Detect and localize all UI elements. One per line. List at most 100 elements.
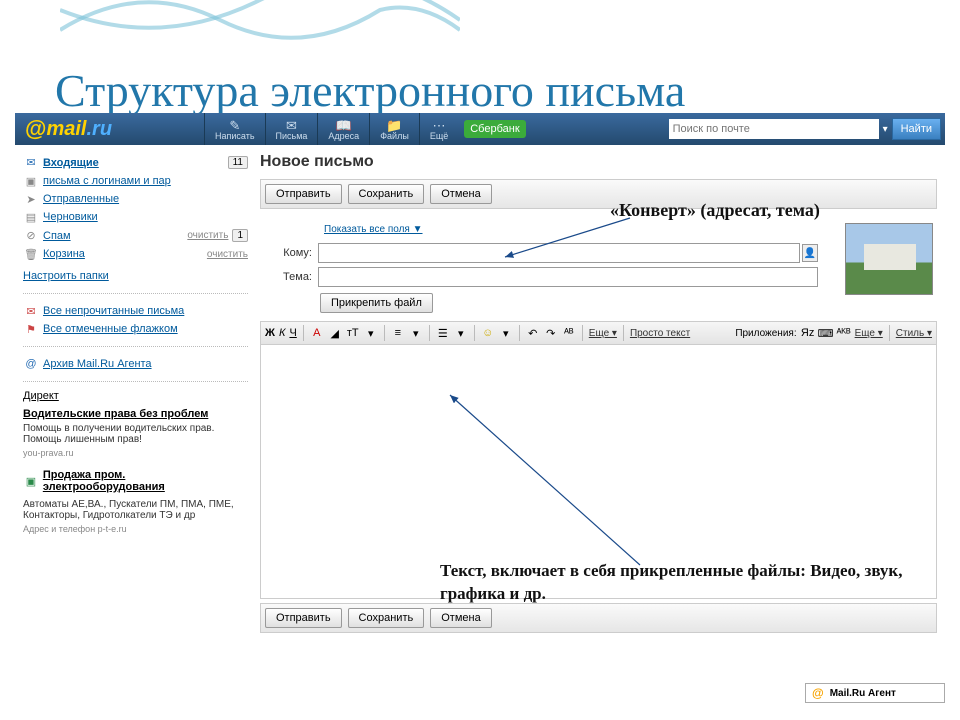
agent-bar[interactable]: @ Mail.Ru Агент <box>805 683 945 703</box>
fontsize-icon[interactable]: тT <box>346 326 360 340</box>
sberbank-badge[interactable]: Сбербанк <box>464 120 525 138</box>
folder-icon: ▣ <box>23 175 39 187</box>
ad2-url: Адрес и телефон p-t-e.ru <box>23 524 248 534</box>
toolbar-more[interactable]: Еще ▾ <box>589 328 617 339</box>
logo-at-icon: @ <box>25 116 46 142</box>
unread-link[interactable]: Все непрочитанные письма <box>43 305 184 317</box>
write-button[interactable]: ✎Написать <box>204 113 265 145</box>
list-icon[interactable]: ☰ <box>436 326 450 340</box>
spellcheck-icon[interactable]: ᴬᴮ <box>562 326 576 340</box>
dots-icon: ⋯ <box>433 118 446 131</box>
logo-text-ru: ru <box>92 118 112 141</box>
ad1-text: Помощь в получении водительских прав. По… <box>23 423 248 445</box>
trash-clear[interactable]: очистить <box>207 249 248 260</box>
logo-text-mail: mail <box>46 118 86 141</box>
spam-link[interactable]: Спам <box>43 230 71 242</box>
folder-icon: 📁 <box>386 118 402 131</box>
chevron-down-icon[interactable]: ▾ <box>409 326 423 340</box>
subject-label: Тема: <box>264 271 312 283</box>
more-button[interactable]: ⋯Ещё <box>419 113 458 145</box>
pencil-icon: ✎ <box>229 118 240 131</box>
mail-label: Письма <box>276 131 308 141</box>
slide-title: Структура электронного письма <box>55 64 685 117</box>
style-menu[interactable]: Стиль ▾ <box>896 328 932 339</box>
configure-link[interactable]: Настроить папки <box>23 270 109 282</box>
action-row-bottom: Отправить Сохранить Отмена <box>260 603 937 633</box>
save-button-bottom[interactable]: Сохранить <box>348 608 425 628</box>
search-input[interactable] <box>669 119 879 139</box>
translit-icon[interactable]: ᴬᴷᴮ <box>837 326 851 340</box>
logins-link[interactable]: письма с логинами и пар <box>43 175 171 187</box>
action-row-top: Отправить Сохранить Отмена <box>260 179 937 209</box>
cancel-button[interactable]: Отмена <box>430 184 491 204</box>
subject-input[interactable] <box>318 267 818 287</box>
keyboard-icon[interactable]: ⌨ <box>819 326 833 340</box>
trash-link[interactable]: Корзина <box>43 248 85 260</box>
ad1-url: you-prava.ru <box>23 448 248 458</box>
annotation-body: Текст, включает в себя прикрепленные фай… <box>440 560 960 606</box>
drafts-link[interactable]: Черновики <box>43 211 98 223</box>
show-all-link[interactable]: Показать все поля ▼ <box>324 224 423 235</box>
mail-button[interactable]: ✉Письма <box>265 113 318 145</box>
plaintext-link[interactable]: Просто текст <box>630 328 690 339</box>
at-icon: @ <box>23 358 39 370</box>
sent-link[interactable]: Отправленные <box>43 193 119 205</box>
editor-toolbar: Ж К Ч A ◢ тT ▾ ≡ ▾ ☰ ▾ ☺ ▾ ↶ ↷ ᴬᴮ <box>260 321 937 345</box>
trash-icon: 🗑 <box>23 248 39 260</box>
attach-button[interactable]: Прикрепить файл <box>320 293 433 313</box>
spam-clear[interactable]: очистить <box>187 230 228 241</box>
cart-icon: ▣ <box>23 475 39 487</box>
inbox-count: 11 <box>228 156 248 169</box>
redo-icon[interactable]: ↷ <box>544 326 558 340</box>
sent-icon: ➤ <box>23 193 39 205</box>
ad1-title[interactable]: Водительские права без проблем <box>23 408 248 420</box>
smile-icon[interactable]: ☺ <box>481 326 495 340</box>
ad2-title[interactable]: Продажа пром. электрооборудования <box>43 469 248 493</box>
inbox-link[interactable]: Входящие <box>43 157 99 169</box>
toolbar-more2[interactable]: Еще ▾ <box>855 328 883 339</box>
chevron-down-icon[interactable]: ▾ <box>454 326 468 340</box>
bold-button[interactable]: Ж <box>265 327 275 339</box>
contacts-icon[interactable]: 👤 <box>802 244 818 262</box>
spam-icon: ⊘ <box>23 230 39 242</box>
logo[interactable]: @ mail . ru <box>19 116 204 142</box>
write-label: Написать <box>215 131 255 141</box>
flagged-link[interactable]: Все отмеченные флажком <box>43 323 178 335</box>
thumbnail-image <box>845 223 933 295</box>
send-button-bottom[interactable]: Отправить <box>265 608 342 628</box>
undo-icon[interactable]: ↶ <box>526 326 540 340</box>
to-input[interactable] <box>318 243 800 263</box>
cancel-button-bottom[interactable]: Отмена <box>430 608 491 628</box>
files-button[interactable]: 📁Файлы <box>369 113 419 145</box>
save-button[interactable]: Сохранить <box>348 184 425 204</box>
addresses-button[interactable]: 📖Адреса <box>317 113 369 145</box>
chevron-down-icon[interactable]: ▾ <box>499 326 513 340</box>
spam-count: 1 <box>232 229 248 242</box>
drafts-icon: ▤ <box>23 211 39 223</box>
find-button[interactable]: Найти <box>892 118 941 140</box>
chevron-down-icon[interactable]: ▾ <box>364 326 378 340</box>
to-label: Кому: <box>264 247 312 259</box>
files-label: Файлы <box>380 131 409 141</box>
annotation-envelope: «Конверт» (адресат, тема) <box>610 200 820 221</box>
underline-button[interactable]: Ч <box>289 327 296 339</box>
color-icon[interactable]: A <box>310 326 324 340</box>
translate-icon[interactable]: Яz <box>801 326 815 340</box>
ad2-text: Автоматы АЕ,ВА., Пускатели ПМ, ПМА, ПМЕ,… <box>23 499 248 521</box>
align-icon[interactable]: ≡ <box>391 326 405 340</box>
send-button[interactable]: Отправить <box>265 184 342 204</box>
inbox-icon: ✉ <box>23 157 39 169</box>
direct-label[interactable]: Директ <box>23 390 59 402</box>
dropdown-icon[interactable]: ▾ <box>883 124 888 135</box>
italic-button[interactable]: К <box>279 327 285 339</box>
addr-label: Адреса <box>328 131 359 141</box>
archive-link[interactable]: Архив Mail.Ru Агента <box>43 358 152 370</box>
flag-icon: ⚑ <box>23 323 39 335</box>
apps-label: Приложения: <box>735 328 796 339</box>
compose-title: Новое письмо <box>260 153 937 171</box>
bgcolor-icon[interactable]: ◢ <box>328 326 342 340</box>
more-label: Ещё <box>430 131 448 141</box>
agent-at-icon: @ <box>812 686 824 700</box>
unread-icon: ✉ <box>23 305 39 317</box>
book-icon: 📖 <box>336 118 352 131</box>
